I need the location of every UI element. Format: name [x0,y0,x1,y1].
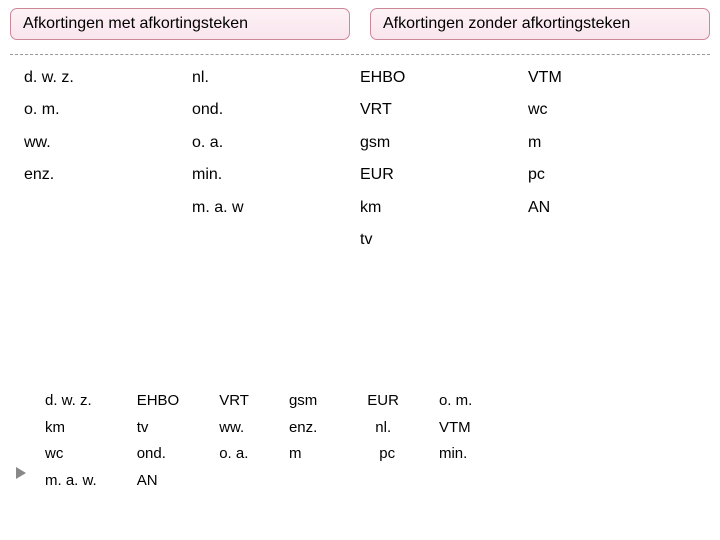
play-marker-icon [16,467,26,479]
word-item: d. w. z. [45,390,97,413]
right-col-b: VTM wc m pc AN [528,67,696,251]
word-item: min. [439,443,472,466]
abbr-item: EHBO [360,67,528,89]
abbr-item: EUR [360,164,528,186]
abbr-item: m. a. w [192,197,360,219]
abbr-item: pc [528,164,696,186]
abbr-item: VTM [528,67,696,89]
abbr-item: ond. [192,99,360,121]
word-item: gsm [289,390,317,413]
bottom-col-2: EHBO tv ond. AN [137,390,180,492]
bottom-col-4: gsm enz. m [289,390,317,492]
word-item: o. m. [439,390,472,413]
word-item: AN [137,470,180,493]
word-item: nl. [367,417,399,440]
word-item: ond. [137,443,180,466]
abbr-item: ww. [24,132,192,154]
abbr-item: o. m. [24,99,192,121]
word-item: enz. [289,417,317,440]
bottom-col-6: o. m. VTM min. [439,390,472,492]
word-item: m [289,443,317,466]
abbr-item: o. a. [192,132,360,154]
abbr-item: tv [360,229,528,251]
bottom-col-5: EUR nl. pc [357,390,399,492]
header-right: Afkortingen zonder afkortingsteken [370,8,710,40]
header-left: Afkortingen met afkortingsteken [10,8,350,40]
word-item: ww. [219,417,249,440]
abbr-item: AN [528,197,696,219]
abbr-item: VRT [360,99,528,121]
word-item: pc [367,443,399,466]
word-item: tv [137,417,180,440]
abbr-item: nl. [192,67,360,89]
abbr-item: m [528,132,696,154]
abbr-item: km [360,197,528,219]
abbr-item: enz. [24,164,192,186]
abbr-item: min. [192,164,360,186]
abbr-item: wc [528,99,696,121]
word-item: km [45,417,97,440]
bottom-col-1: d. w. z. km wc m. a. w. [45,390,97,492]
left-col-b: nl. ond. o. a. min. m. a. w [192,67,360,251]
word-item: m. a. w. [45,470,97,493]
word-item: VRT [219,390,249,413]
bottom-col-3: VRT ww. o. a. [219,390,249,492]
bottom-word-bank: d. w. z. km wc m. a. w. EHBO tv ond. AN … [45,390,472,492]
left-col-a: d. w. z. o. m. ww. enz. [24,67,192,251]
abbr-item: gsm [360,132,528,154]
main-columns: d. w. z. o. m. ww. enz. nl. ond. o. a. m… [0,67,720,251]
word-item: VTM [439,417,472,440]
divider-dashed [10,54,710,55]
word-item: EUR [367,390,399,413]
abbr-item: d. w. z. [24,67,192,89]
word-item: wc [45,443,97,466]
right-col-a: EHBO VRT gsm EUR km tv [360,67,528,251]
word-item: EHBO [137,390,180,413]
word-item: o. a. [219,443,249,466]
